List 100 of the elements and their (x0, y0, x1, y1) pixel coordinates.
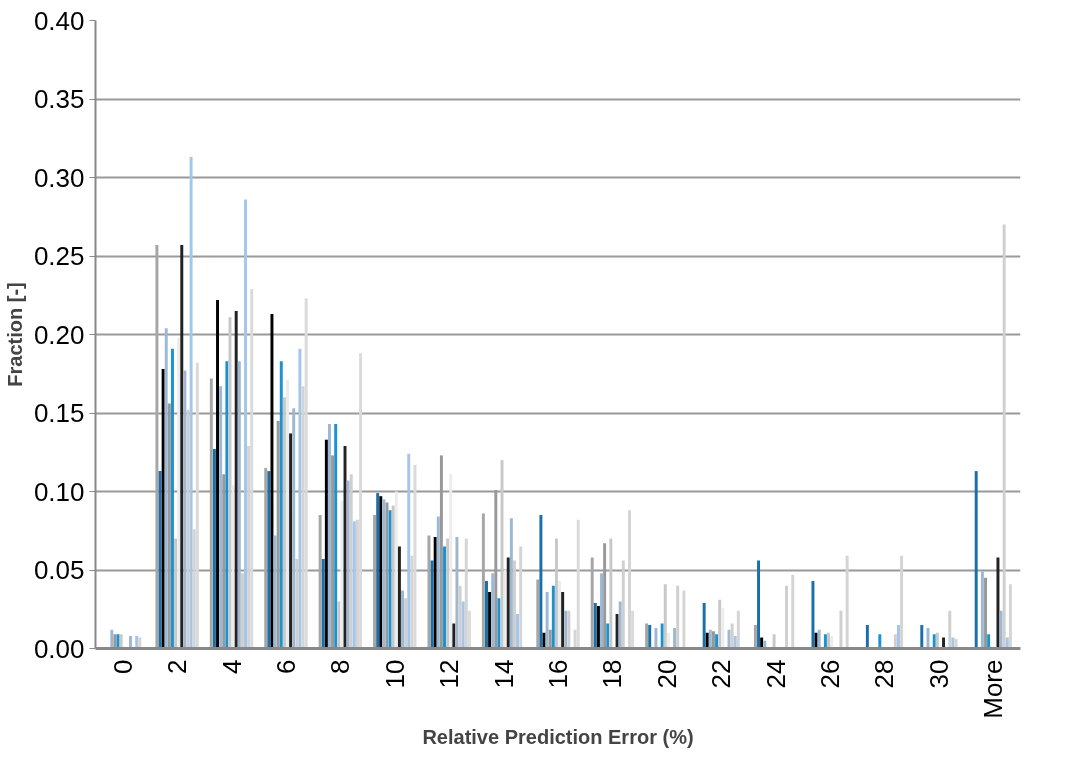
bar (506, 557, 510, 649)
x-tick-label: 16 (543, 659, 573, 689)
bar (234, 310, 238, 649)
bar (401, 590, 405, 649)
bar (621, 560, 625, 649)
bar (244, 199, 247, 649)
bar (413, 464, 417, 649)
bar (282, 397, 286, 649)
bar (174, 538, 178, 649)
bar (628, 510, 631, 649)
bar (373, 515, 377, 649)
bar (673, 628, 677, 649)
bar (721, 607, 725, 649)
bar (183, 370, 187, 649)
bar (974, 471, 978, 649)
x-tick-label: 8 (325, 659, 356, 674)
bar (237, 361, 241, 649)
bar (270, 314, 274, 649)
bar (222, 474, 226, 649)
x-tick-label: 30 (923, 659, 954, 689)
bar (295, 559, 299, 649)
bar (404, 598, 408, 649)
bar (823, 634, 827, 649)
y-tick-label: 0.30 (33, 162, 85, 193)
bar (509, 518, 513, 649)
bar (388, 510, 392, 649)
bar (593, 602, 597, 649)
bar (455, 537, 459, 649)
bar (539, 515, 543, 649)
bar (900, 555, 904, 649)
bar (491, 573, 495, 649)
bar (896, 624, 900, 649)
bar (893, 634, 897, 649)
x-tick-label: 4 (216, 659, 247, 674)
bar (615, 613, 619, 649)
bar (839, 610, 843, 649)
bar (397, 546, 401, 649)
bar (666, 632, 670, 649)
y-tick-label: 0.10 (33, 476, 85, 507)
y-tick-label: 0.40 (33, 5, 85, 36)
bar (391, 505, 395, 649)
bar (334, 423, 338, 649)
bar (433, 537, 437, 649)
bar (337, 601, 341, 649)
bar (500, 460, 504, 649)
bar (865, 624, 869, 649)
y-tick-label: 0.35 (33, 84, 85, 114)
x-tick-label: 26 (815, 659, 846, 689)
bar (920, 624, 924, 649)
bar (878, 634, 882, 649)
bar (682, 590, 686, 649)
bar (497, 598, 501, 649)
bar (359, 353, 363, 649)
y-tick-label: 0.20 (33, 319, 85, 350)
y-tick-label: 0.25 (33, 241, 85, 271)
bar (436, 516, 440, 649)
bar (702, 602, 706, 649)
bar (718, 599, 722, 649)
bar (352, 521, 356, 649)
bar (195, 362, 199, 649)
bar (212, 449, 216, 649)
x-tick-label: 10 (379, 659, 410, 689)
bar (407, 453, 411, 649)
x-tick-label: 22 (706, 659, 737, 689)
bar (324, 439, 328, 649)
bar (485, 580, 488, 649)
x-tick-label: 12 (434, 659, 465, 689)
bar (458, 585, 462, 649)
bar (240, 573, 244, 649)
bar (228, 317, 232, 649)
bar (676, 585, 680, 649)
bar (180, 245, 184, 649)
bar (430, 560, 434, 649)
x-axis-title: Relative Prediction Error (%) (422, 725, 694, 748)
bar (250, 288, 254, 649)
bar (161, 369, 165, 649)
bar (349, 474, 353, 649)
bar (772, 634, 776, 649)
bar (427, 535, 431, 649)
bar (984, 577, 987, 649)
bar (596, 606, 600, 649)
bar (561, 591, 565, 649)
bar (558, 580, 562, 649)
bar (216, 299, 220, 649)
bar (757, 560, 761, 649)
bar (536, 579, 540, 649)
bar (155, 245, 159, 649)
bar (461, 601, 465, 649)
bar (811, 580, 815, 649)
bar (519, 546, 523, 649)
bar (289, 433, 293, 649)
bar (331, 455, 335, 649)
bar (736, 610, 740, 649)
bar (327, 423, 331, 649)
x-tick-label: 14 (488, 659, 519, 689)
bar (452, 623, 456, 649)
bar (219, 386, 223, 649)
bar (576, 519, 580, 649)
bar (785, 585, 789, 649)
bar (845, 555, 849, 649)
